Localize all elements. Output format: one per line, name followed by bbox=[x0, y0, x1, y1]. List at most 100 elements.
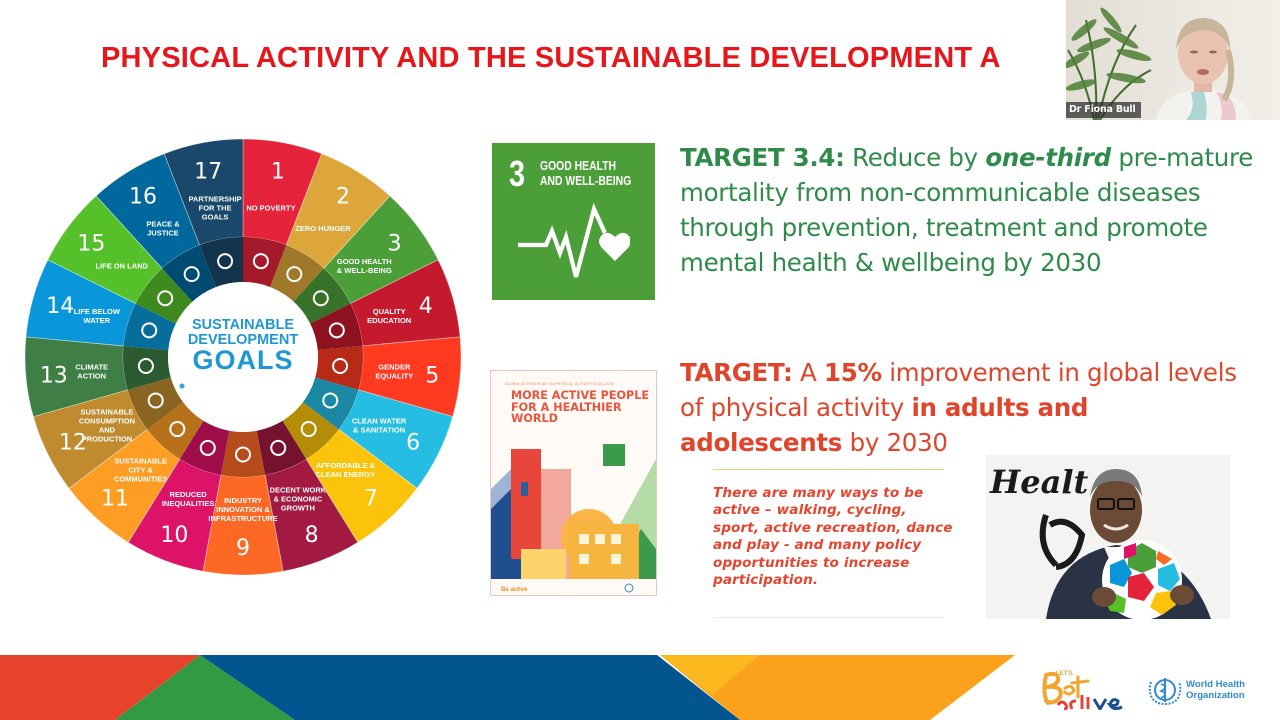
who-name: World Health Organization bbox=[1186, 679, 1245, 701]
gender-icon bbox=[332, 357, 349, 374]
sdg-inner-3 bbox=[293, 268, 351, 324]
sdg-center-line3: GOALS bbox=[192, 345, 293, 375]
book-icon bbox=[328, 322, 345, 339]
sdg-number-4: 4 bbox=[419, 294, 433, 319]
photo-sdg-ball: Healt bbox=[986, 455, 1230, 619]
heartbeat-heart-icon bbox=[518, 202, 630, 278]
sdg-label-2: ZERO HUNGER bbox=[295, 224, 351, 233]
sdg-number-7: 7 bbox=[364, 486, 378, 511]
target-pa-text2: improvement in global levels of physical… bbox=[680, 358, 1237, 422]
sdg-segment-2 bbox=[285, 153, 391, 269]
sdg-wheel-segments bbox=[24, 138, 462, 576]
participant-image bbox=[1156, 18, 1251, 120]
bowl-icon bbox=[286, 266, 303, 283]
sdg-inner-7 bbox=[282, 402, 339, 460]
sdg-inner-1 bbox=[243, 237, 287, 288]
sdg-label-7: AFFORDABLE & CLEAN ENERGY bbox=[316, 461, 376, 479]
sdg-label-14: LIFE BELOW WATER bbox=[74, 307, 121, 325]
sdg-number-11: 11 bbox=[101, 486, 129, 511]
gappa-report-cover: GLOBAL ACTION PLAN ON PHYSICAL ACTIVITY … bbox=[490, 370, 657, 596]
sdg-label-15: LIFE ON LAND bbox=[95, 261, 148, 270]
band-yellow bbox=[660, 655, 760, 695]
sdg-center-dot bbox=[179, 383, 185, 389]
sdg-label-16: PEACE & JUSTICE bbox=[146, 219, 180, 237]
sdg-label-11: SUSTAINABLE CITY & COMMUNITIES bbox=[114, 456, 167, 483]
quote-bottom-rule bbox=[713, 617, 944, 618]
water-drop-icon bbox=[322, 392, 339, 409]
fish-icon bbox=[141, 322, 158, 339]
eye-globe-icon bbox=[137, 357, 154, 374]
sdg-center-line1: SUSTAINABLE bbox=[192, 317, 294, 333]
target-pa-bold2: in adults and adolescents bbox=[680, 393, 1089, 457]
sdg-inner-13 bbox=[123, 345, 171, 390]
dove-icon bbox=[183, 266, 200, 283]
city-icon bbox=[169, 421, 186, 438]
who-name-line1: World Health bbox=[1186, 679, 1245, 690]
sdg3-label-line1: GOOD HEALTH bbox=[540, 158, 617, 173]
activity-quote: There are many ways to be active – walki… bbox=[713, 485, 953, 589]
sdg-number-15: 15 bbox=[77, 231, 105, 256]
lets-label: LET'S bbox=[1056, 671, 1073, 677]
cubes-icon bbox=[235, 446, 251, 463]
sdg-label-12: SUSTAINABLE CONSUMPTION AND PRODUCTION bbox=[79, 407, 135, 443]
sdg3-label-line2: AND WELL-BEING bbox=[540, 173, 632, 188]
report-title: MORE ACTIVE PEOPLE FOR A HEALTHIER WORLD bbox=[511, 389, 649, 425]
who-emblem-icon bbox=[1148, 678, 1182, 706]
sdg-label-9: INDUSTRY INNOVATION & INFRASTRUCTURE bbox=[208, 496, 277, 523]
target-3-4-text2: pre-mature mortality from non-communicab… bbox=[680, 143, 1253, 277]
quote-top-rule bbox=[713, 469, 944, 470]
report-kicker: GLOBAL ACTION PLAN ON PHYSICAL ACTIVITY … bbox=[505, 381, 615, 386]
sdg-segment-17 bbox=[163, 138, 244, 246]
sdg-inner-14 bbox=[123, 303, 176, 351]
sdg-number-10: 10 bbox=[160, 523, 188, 548]
sdg-inner-17 bbox=[199, 237, 243, 288]
target-3-4-lead: TARGET 3.4: bbox=[680, 143, 845, 172]
sdg-number-3: 3 bbox=[388, 231, 402, 256]
sdg-label-6: CLEAN WATER & SANITATION bbox=[352, 416, 407, 434]
sdg-inner-9 bbox=[220, 430, 266, 477]
photo-wall-text: Healt bbox=[989, 463, 1088, 501]
sdg-segment-15 bbox=[47, 195, 163, 305]
sdg-inner-15 bbox=[135, 268, 193, 324]
tree-icon bbox=[157, 290, 174, 307]
sdg-inner-10 bbox=[179, 420, 230, 475]
sdg-number-14: 14 bbox=[46, 294, 74, 319]
sdg-label-13: CLIMATE ACTION bbox=[75, 363, 108, 381]
sdg-number-6: 6 bbox=[406, 431, 420, 456]
svg-text:Be active: Be active bbox=[501, 587, 528, 593]
equal-icon bbox=[199, 439, 216, 456]
sun-icon bbox=[300, 421, 317, 438]
sdg-center-circle bbox=[168, 282, 318, 432]
sdg-number-17: 17 bbox=[194, 159, 222, 184]
target-physical-activity-text: TARGET: A 15% improvement in global leve… bbox=[680, 355, 1240, 460]
sdg-label-5: GENDER EQUALITY bbox=[375, 363, 413, 381]
target-3-4-text: TARGET 3.4: Reduce by one-third pre-matu… bbox=[680, 140, 1270, 280]
target-pa-lead: TARGET: bbox=[680, 358, 793, 387]
target-3-4-emphasis: one-third bbox=[985, 143, 1111, 172]
photo-illustration: Healt bbox=[986, 455, 1230, 619]
family-icon bbox=[252, 253, 269, 270]
target-pa-text1: A bbox=[792, 358, 824, 387]
sdg-number-12: 12 bbox=[59, 431, 87, 456]
footer-color-band bbox=[0, 655, 1015, 720]
sdg-number-5: 5 bbox=[425, 364, 439, 389]
who-name-line2: Organization bbox=[1186, 690, 1245, 701]
sdg-label-1: NO POVERTY bbox=[246, 204, 295, 213]
sdg-inner-5 bbox=[315, 345, 363, 390]
sdg-number-13: 13 bbox=[40, 364, 68, 389]
participant-video-tile[interactable]: Dr Fiona Bull bbox=[1066, 0, 1280, 120]
sdg-number-2: 2 bbox=[336, 184, 350, 209]
target-pa-text3: by 2030 bbox=[842, 428, 948, 457]
sdg3-tile: 3 GOOD HEALTH AND WELL-BEING bbox=[492, 143, 655, 300]
sdg-inner-8 bbox=[256, 420, 307, 475]
sdg-inner-11 bbox=[147, 402, 204, 460]
sdg-inner-2 bbox=[270, 245, 324, 302]
band-green bbox=[115, 655, 295, 720]
target-pa-bold1: 15% bbox=[824, 358, 882, 387]
sdg-label-17: PARTNERSHIP FOR THE GOALS bbox=[188, 195, 241, 222]
sdg-wheel-inner-ring bbox=[123, 237, 363, 477]
sdg-inner-6 bbox=[302, 377, 359, 430]
sdg-label-8: DECENT WORK & ECONOMIC GROWTH bbox=[270, 486, 327, 513]
